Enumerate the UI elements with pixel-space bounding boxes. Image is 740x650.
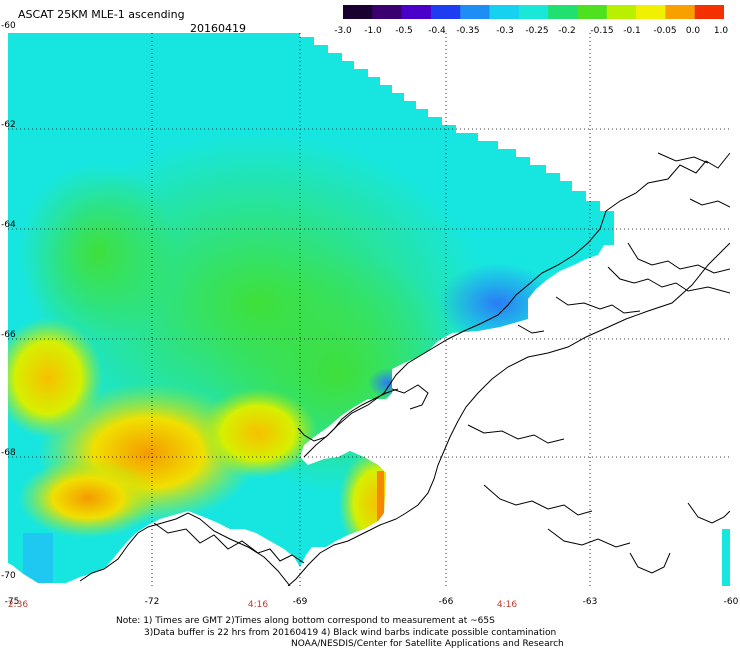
longitude-label: -66 [438,597,454,607]
colorbar-segment [665,5,696,19]
colorbar-segment [460,5,491,19]
colorbar-segment [430,5,461,19]
note-line-1: Note: 1) Times are GMT 2)Times along bot… [116,616,495,626]
latitude-label: -66 [1,330,16,340]
note-line-3: NOAA/NESDIS/Center for Satellite Applica… [291,639,564,649]
graticule [8,33,730,586]
colorbar-tick-label: -3.0 [334,26,352,36]
longitude-label: -72 [144,597,160,607]
colorbar-segment [636,5,666,19]
colorbar-segment [548,5,579,19]
colorbar-tick-label: 0.0 [685,26,701,36]
colorbar-segment [343,5,373,19]
colorbar-tick-label: -1.0 [364,26,382,36]
colorbar-tick-label: -0.35 [456,26,480,36]
longitude-label: -69 [292,597,308,607]
ascat-swath [8,33,730,586]
latitude-label: -62 [1,120,16,130]
map-title: ASCAT 25KM MLE-1 ascending [18,8,185,21]
colorbar-tick-label: -0.4 [428,26,446,36]
colorbar-tick-label: -0.05 [653,26,677,36]
colorbar-tick-label: -0.5 [395,26,413,36]
colorbar-tick-label: -0.3 [496,26,514,36]
latitude-label: -70 [1,571,16,581]
latitude-label: -68 [1,448,16,458]
colorbar-tick-label: -0.25 [525,26,549,36]
latitude-label: -60 [1,21,16,31]
note-line-2: 3)Data buffer is 22 hrs from 20160419 4)… [144,628,557,638]
colorbar-tick-label: 1.0 [713,26,729,36]
colorbar-segment [372,5,403,19]
longitude-label: -60 [723,597,739,607]
ascat-map [8,33,730,586]
longitude-label: -75 [4,597,20,607]
map-date: 20160419 [190,22,246,35]
longitude-label: -63 [582,597,598,607]
colorbar-segment [401,5,432,19]
coastline [79,152,730,586]
pass-time-label: 4:16 [247,600,269,610]
colorbar-tick-label: -0.2 [558,26,576,36]
colorbar-segment [489,5,520,19]
pass-time-label: 2:36 [7,600,29,610]
colorbar-segment [694,5,724,19]
colorbar-segment [577,5,608,19]
latitude-label: -64 [1,220,16,230]
colorbar-tick-label: -0.1 [623,26,641,36]
colorbar [343,5,724,19]
pass-time-label: 4:16 [496,600,518,610]
colorbar-segment [606,5,637,19]
colorbar-segment [518,5,549,19]
colorbar-tick-label: -0.15 [590,26,614,36]
